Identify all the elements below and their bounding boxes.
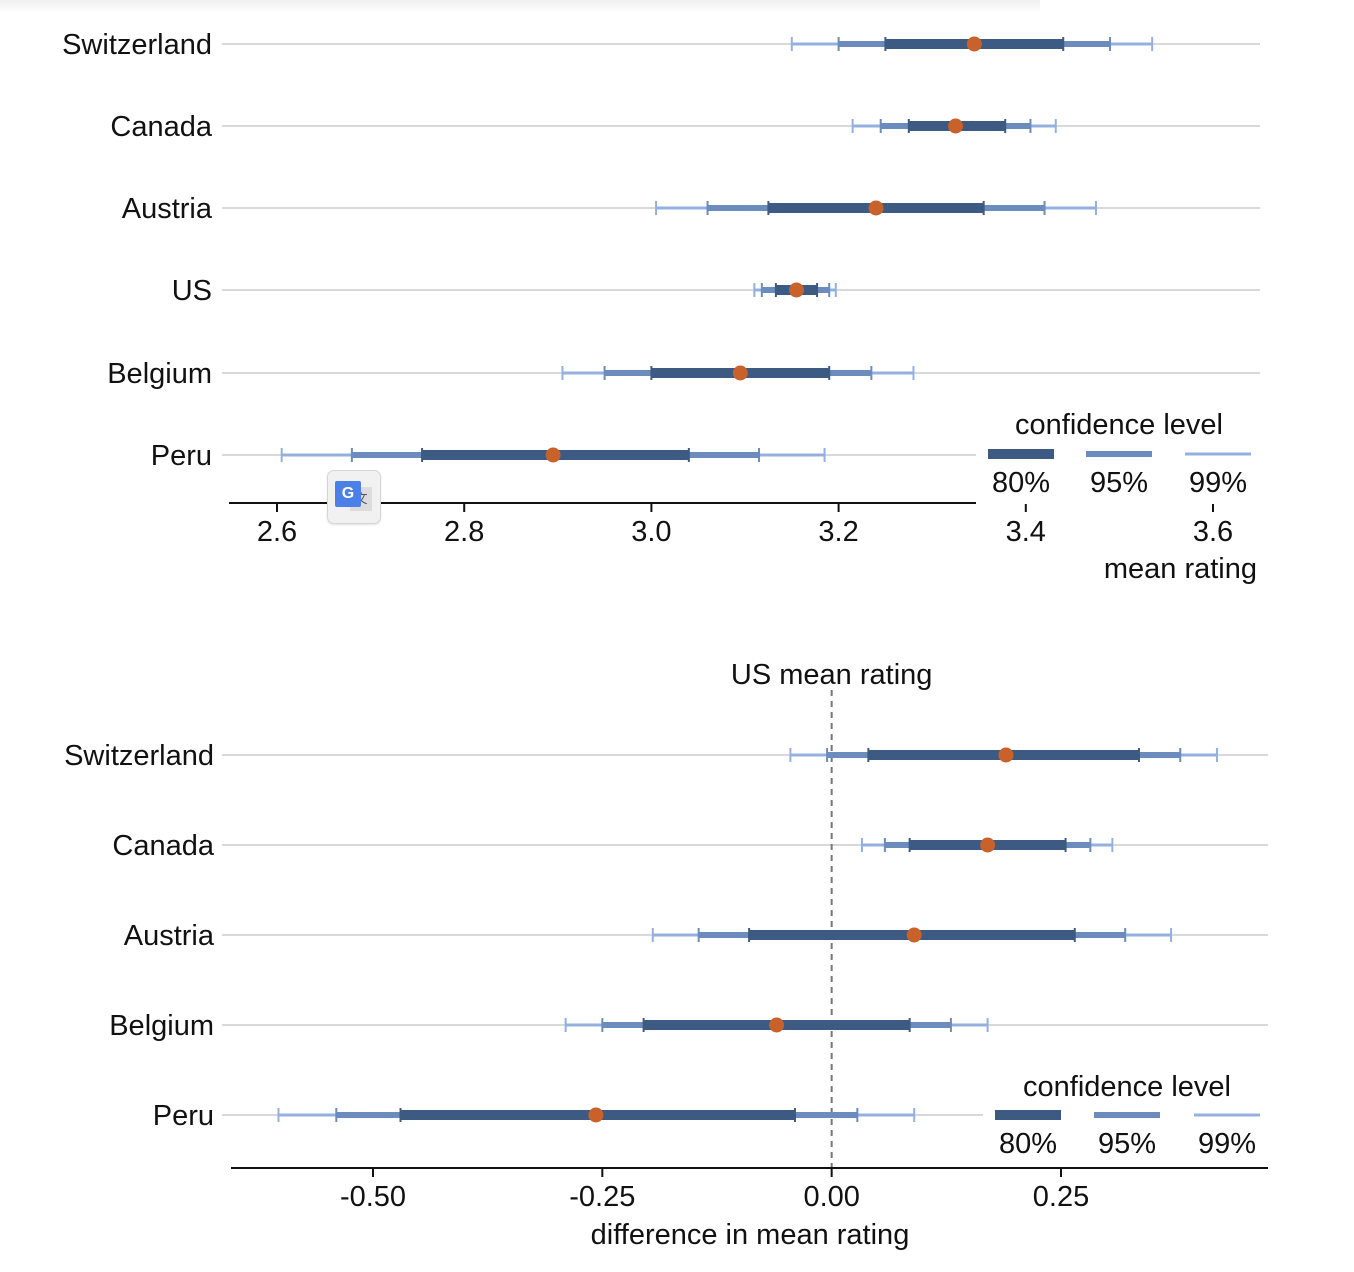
mean-point-canada <box>980 837 996 853</box>
category-label-peru: Peru <box>151 440 212 472</box>
google-translate-icon: G <box>335 481 361 507</box>
category-label-us: US <box>172 275 212 307</box>
mean-point-switzerland <box>966 36 982 52</box>
google-translate-button[interactable]: 文 G <box>327 470 381 524</box>
category-label-austria: Austria <box>124 920 215 952</box>
legend-title: confidence level <box>1023 1071 1231 1103</box>
x-tick-label: 3.2 <box>818 516 858 548</box>
mean-point-belgium <box>769 1017 785 1033</box>
top-edge-shadow <box>0 0 1040 14</box>
x-tick-label: -0.25 <box>569 1181 635 1213</box>
reference-line-label: US mean rating <box>731 659 933 691</box>
x-axis-title: mean rating <box>1104 553 1257 585</box>
x-tick-label: 2.8 <box>444 516 484 548</box>
category-label-switzerland: Switzerland <box>64 740 214 772</box>
mean-point-austria <box>906 927 922 943</box>
category-label-peru: Peru <box>153 1100 214 1132</box>
x-tick-label: 0.25 <box>1033 1181 1089 1213</box>
x-axis-title: difference in mean rating <box>591 1219 910 1251</box>
category-label-canada: Canada <box>112 830 214 862</box>
legend-label-80: 80% <box>992 467 1050 499</box>
mean-point-peru <box>588 1107 604 1123</box>
legend-label-95: 95% <box>1090 467 1148 499</box>
legend-label-99: 99% <box>1189 467 1247 499</box>
x-tick-label: 3.0 <box>631 516 671 548</box>
mean-point-canada <box>948 118 964 134</box>
category-label-belgium: Belgium <box>109 1010 214 1042</box>
mean-point-us <box>788 282 804 298</box>
category-label-switzerland: Switzerland <box>62 29 212 61</box>
mean-point-austria <box>868 200 884 216</box>
x-tick-label: -0.50 <box>340 1181 406 1213</box>
x-tick-label: 3.4 <box>1006 516 1046 548</box>
legend-label-80: 80% <box>999 1128 1057 1160</box>
legend-title: confidence level <box>1015 409 1223 441</box>
chart-mean-rating: Switzerland Canada Austria US Belgium Peru 2.6… <box>62 29 1263 585</box>
x-tick-label: 2.6 <box>257 516 297 548</box>
mean-point-peru <box>545 447 561 463</box>
legend-label-95: 95% <box>1098 1128 1156 1160</box>
mean-point-belgium <box>732 365 748 381</box>
category-label-canada: Canada <box>110 111 212 143</box>
category-label-austria: Austria <box>122 193 213 225</box>
mean-point-switzerland <box>998 747 1014 763</box>
legend-label-99: 99% <box>1198 1128 1256 1160</box>
x-tick-label: 0.00 <box>803 1181 859 1213</box>
x-tick-label: 3.6 <box>1193 516 1233 548</box>
category-label-belgium: Belgium <box>107 358 212 390</box>
